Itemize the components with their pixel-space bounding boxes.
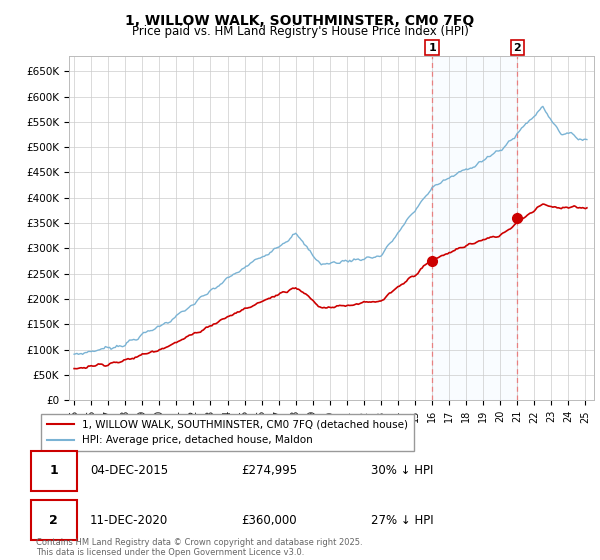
Text: 04-DEC-2015: 04-DEC-2015 (90, 464, 168, 477)
Text: £360,000: £360,000 (241, 514, 297, 527)
FancyBboxPatch shape (31, 451, 77, 491)
Text: 11-DEC-2020: 11-DEC-2020 (90, 514, 168, 527)
Text: 1: 1 (49, 464, 58, 477)
Bar (432, 56, 517, 400)
Text: 30% ↓ HPI: 30% ↓ HPI (371, 464, 433, 477)
Text: 2: 2 (514, 43, 521, 53)
Text: 2: 2 (49, 514, 58, 527)
Text: 1, WILLOW WALK, SOUTHMINSTER, CM0 7FQ: 1, WILLOW WALK, SOUTHMINSTER, CM0 7FQ (125, 14, 475, 28)
Text: £274,995: £274,995 (241, 464, 298, 477)
Text: 27% ↓ HPI: 27% ↓ HPI (371, 514, 433, 527)
Legend: 1, WILLOW WALK, SOUTHMINSTER, CM0 7FQ (detached house), HPI: Average price, deta: 1, WILLOW WALK, SOUTHMINSTER, CM0 7FQ (d… (41, 414, 414, 451)
FancyBboxPatch shape (31, 500, 77, 540)
Text: Price paid vs. HM Land Registry's House Price Index (HPI): Price paid vs. HM Land Registry's House … (131, 25, 469, 38)
Text: 1: 1 (428, 43, 436, 53)
Text: Contains HM Land Registry data © Crown copyright and database right 2025.
This d: Contains HM Land Registry data © Crown c… (36, 538, 362, 557)
